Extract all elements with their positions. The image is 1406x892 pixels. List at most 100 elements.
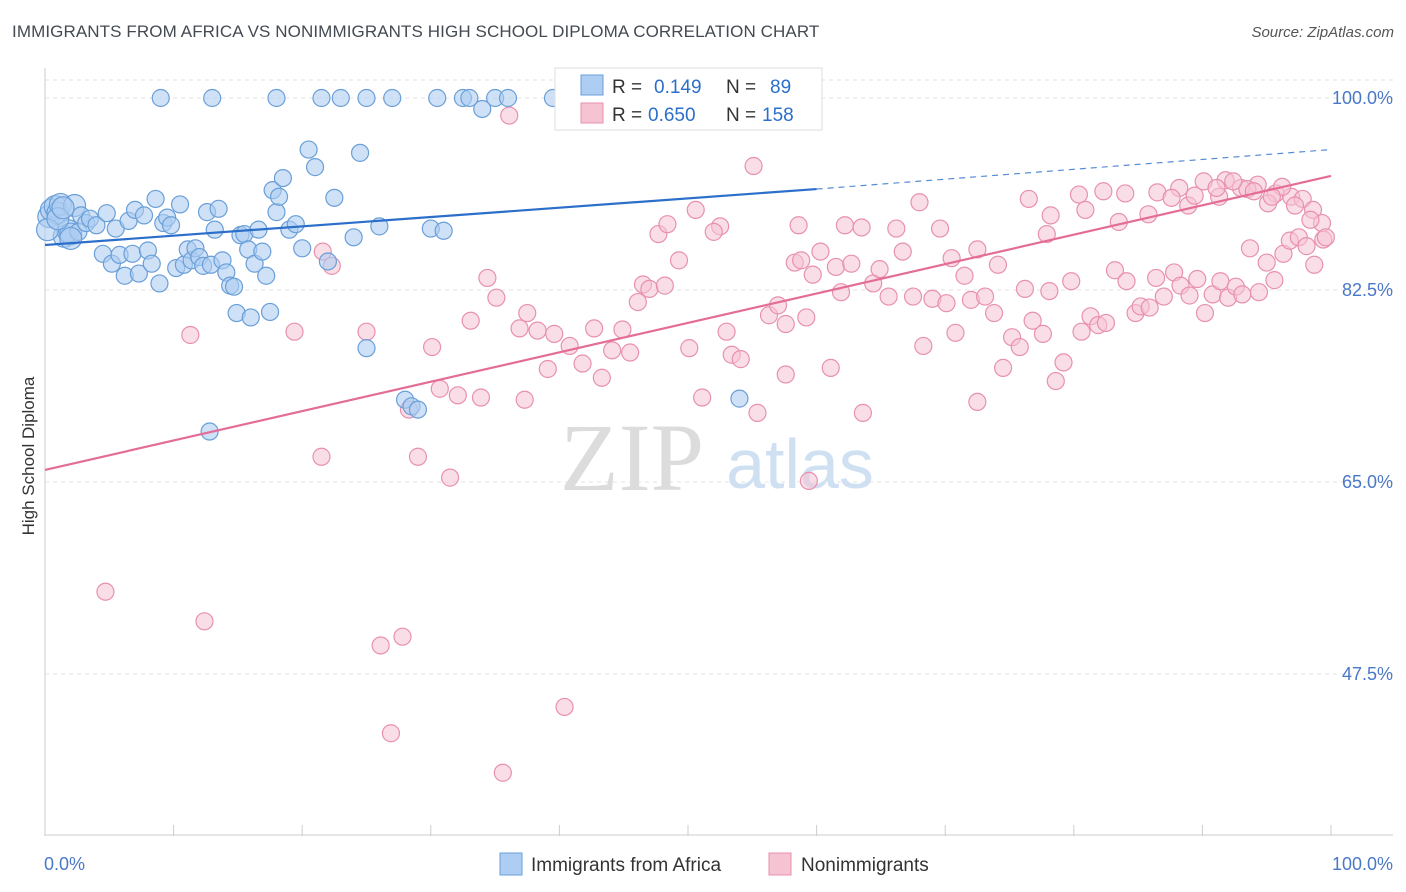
nonimmigrant-point bbox=[518, 303, 537, 323]
nonimmigrant-point bbox=[422, 337, 442, 357]
nonimmigrant-point bbox=[803, 265, 822, 284]
stats-r-label-1: R = bbox=[612, 77, 642, 98]
nonimmigrant-point bbox=[1211, 272, 1230, 291]
nonimmigrant-point bbox=[585, 319, 604, 338]
nonimmigrant-point bbox=[1185, 186, 1204, 205]
nonimmigrant-point bbox=[792, 251, 811, 270]
nonimmigrant-point bbox=[968, 392, 987, 412]
trend-lines bbox=[44, 148, 1332, 472]
immigrant-point bbox=[209, 199, 228, 218]
nonimmigrant-point bbox=[640, 279, 659, 299]
nonimmigrant-point bbox=[555, 697, 574, 717]
nonimmigrant-point bbox=[852, 218, 871, 237]
immigrant-point bbox=[161, 216, 181, 235]
chart-title: IMMIGRANTS FROM AFRICA VS NONIMMIGRANTS … bbox=[12, 22, 820, 41]
nonimmigrant-point bbox=[1019, 189, 1038, 209]
nonimmigrant-point bbox=[955, 266, 974, 285]
nonimmigrant-point bbox=[799, 471, 818, 491]
immigrant-point bbox=[87, 216, 106, 235]
immigrant-point bbox=[383, 88, 402, 108]
nonimmigrant-point bbox=[430, 379, 449, 398]
tick-labels: 100.0% 82.5% 65.0% 47.5% 0.0% 100.0% bbox=[44, 88, 1393, 874]
nonimmigrant-point bbox=[1249, 283, 1269, 302]
nonimmigrant-point bbox=[903, 287, 923, 306]
nonimmigrant-point bbox=[842, 254, 861, 273]
immigrant-point bbox=[142, 254, 161, 273]
nonimmigrant-point bbox=[357, 322, 376, 341]
nonimmigrant-point bbox=[984, 303, 1004, 323]
immigrant-point bbox=[123, 244, 142, 263]
immigrant-point bbox=[59, 226, 83, 251]
bottom-legend: Immigrants from Africa Nonimmigrants bbox=[499, 852, 929, 876]
nonimmigrant-point bbox=[988, 255, 1008, 274]
immigrant-point bbox=[151, 88, 170, 108]
nonimmigrant-point bbox=[478, 268, 497, 288]
nonimmigrant-point bbox=[946, 323, 965, 342]
nonimmigrant-point bbox=[693, 388, 712, 407]
stats-n-label-1: N = bbox=[726, 77, 756, 98]
nonimmigrant-point bbox=[1117, 272, 1136, 291]
nonimmigrant-point bbox=[195, 612, 214, 631]
immigrant-point bbox=[267, 88, 286, 108]
immigrant-point bbox=[257, 266, 276, 285]
immigrant-point bbox=[150, 274, 169, 293]
stats-swatch-pink bbox=[580, 102, 604, 124]
nonimmigrant-point bbox=[1139, 205, 1158, 224]
immigrant-point bbox=[428, 88, 447, 108]
nonimmigrants-points bbox=[96, 102, 1335, 782]
nonimmigrant-point bbox=[975, 287, 995, 306]
immigrant-point bbox=[344, 228, 363, 247]
nonimmigrant-point bbox=[528, 321, 547, 340]
immigrant-point bbox=[293, 239, 312, 258]
nonimmigrant-point bbox=[1233, 285, 1252, 304]
nonimmigrant-point bbox=[870, 260, 889, 279]
nonimmigrant-point bbox=[371, 636, 390, 655]
source-label: Source: ZipAtlas.com bbox=[1251, 24, 1394, 41]
immigrant-point bbox=[97, 204, 116, 223]
nonimmigrant-point bbox=[821, 358, 840, 377]
nonimmigrant-point bbox=[1076, 200, 1095, 220]
nonimmigrant-point bbox=[680, 339, 699, 358]
immigrant-point bbox=[241, 308, 260, 327]
nonimmigrant-point bbox=[669, 251, 689, 270]
nonimmigrant-point bbox=[930, 219, 950, 238]
immigrant-point bbox=[129, 264, 148, 283]
y-tick-label-3: 47.5% bbox=[1342, 664, 1393, 684]
immigrant-point bbox=[357, 88, 376, 108]
nonimmigrant-point bbox=[1195, 303, 1215, 323]
nonimmigrant-point bbox=[658, 215, 677, 234]
nonimmigrant-point bbox=[1301, 210, 1320, 229]
immigrant-point bbox=[170, 195, 190, 214]
nonimmigrant-point bbox=[448, 386, 467, 405]
nonimmigrant-point bbox=[1062, 272, 1081, 291]
nonimmigrant-point bbox=[893, 242, 912, 261]
nonimmigrant-point bbox=[621, 343, 640, 362]
y-axis-label: High School Diploma bbox=[19, 376, 38, 535]
nonimmigrant-point bbox=[1297, 237, 1316, 256]
nonimmigrant-point bbox=[285, 322, 304, 341]
nonimmigrant-point bbox=[381, 724, 401, 743]
nonimmigrant-point bbox=[704, 222, 723, 241]
nonimmigrant-point bbox=[1140, 298, 1159, 317]
legend-swatch-nonimmigrants bbox=[768, 852, 792, 876]
nonimmigrant-point bbox=[487, 288, 506, 307]
nonimmigrant-point bbox=[655, 276, 674, 295]
nonimmigrant-point bbox=[968, 240, 987, 259]
immigrant-point bbox=[460, 88, 479, 108]
nonimmigrant-point bbox=[1072, 322, 1091, 341]
nonimmigrant-point bbox=[1023, 311, 1042, 330]
nonimmigrant-point bbox=[1094, 182, 1113, 201]
immigrant-point bbox=[325, 188, 344, 207]
immigrants-points bbox=[35, 88, 749, 441]
nonimmigrant-point bbox=[686, 200, 705, 220]
immigrant-point bbox=[203, 88, 222, 108]
nonimmigrant-point bbox=[993, 358, 1013, 377]
immigrant-point bbox=[498, 88, 518, 108]
nonimmigrant-point bbox=[628, 292, 647, 312]
y-tick-label-0: 100.0% bbox=[1332, 88, 1393, 108]
immigrant-point bbox=[273, 168, 293, 188]
immigrant-point bbox=[357, 339, 376, 358]
nonimmigrant-point bbox=[1033, 324, 1053, 343]
nonimmigrant-point bbox=[181, 325, 200, 345]
nonimmigrant-point bbox=[500, 106, 519, 125]
